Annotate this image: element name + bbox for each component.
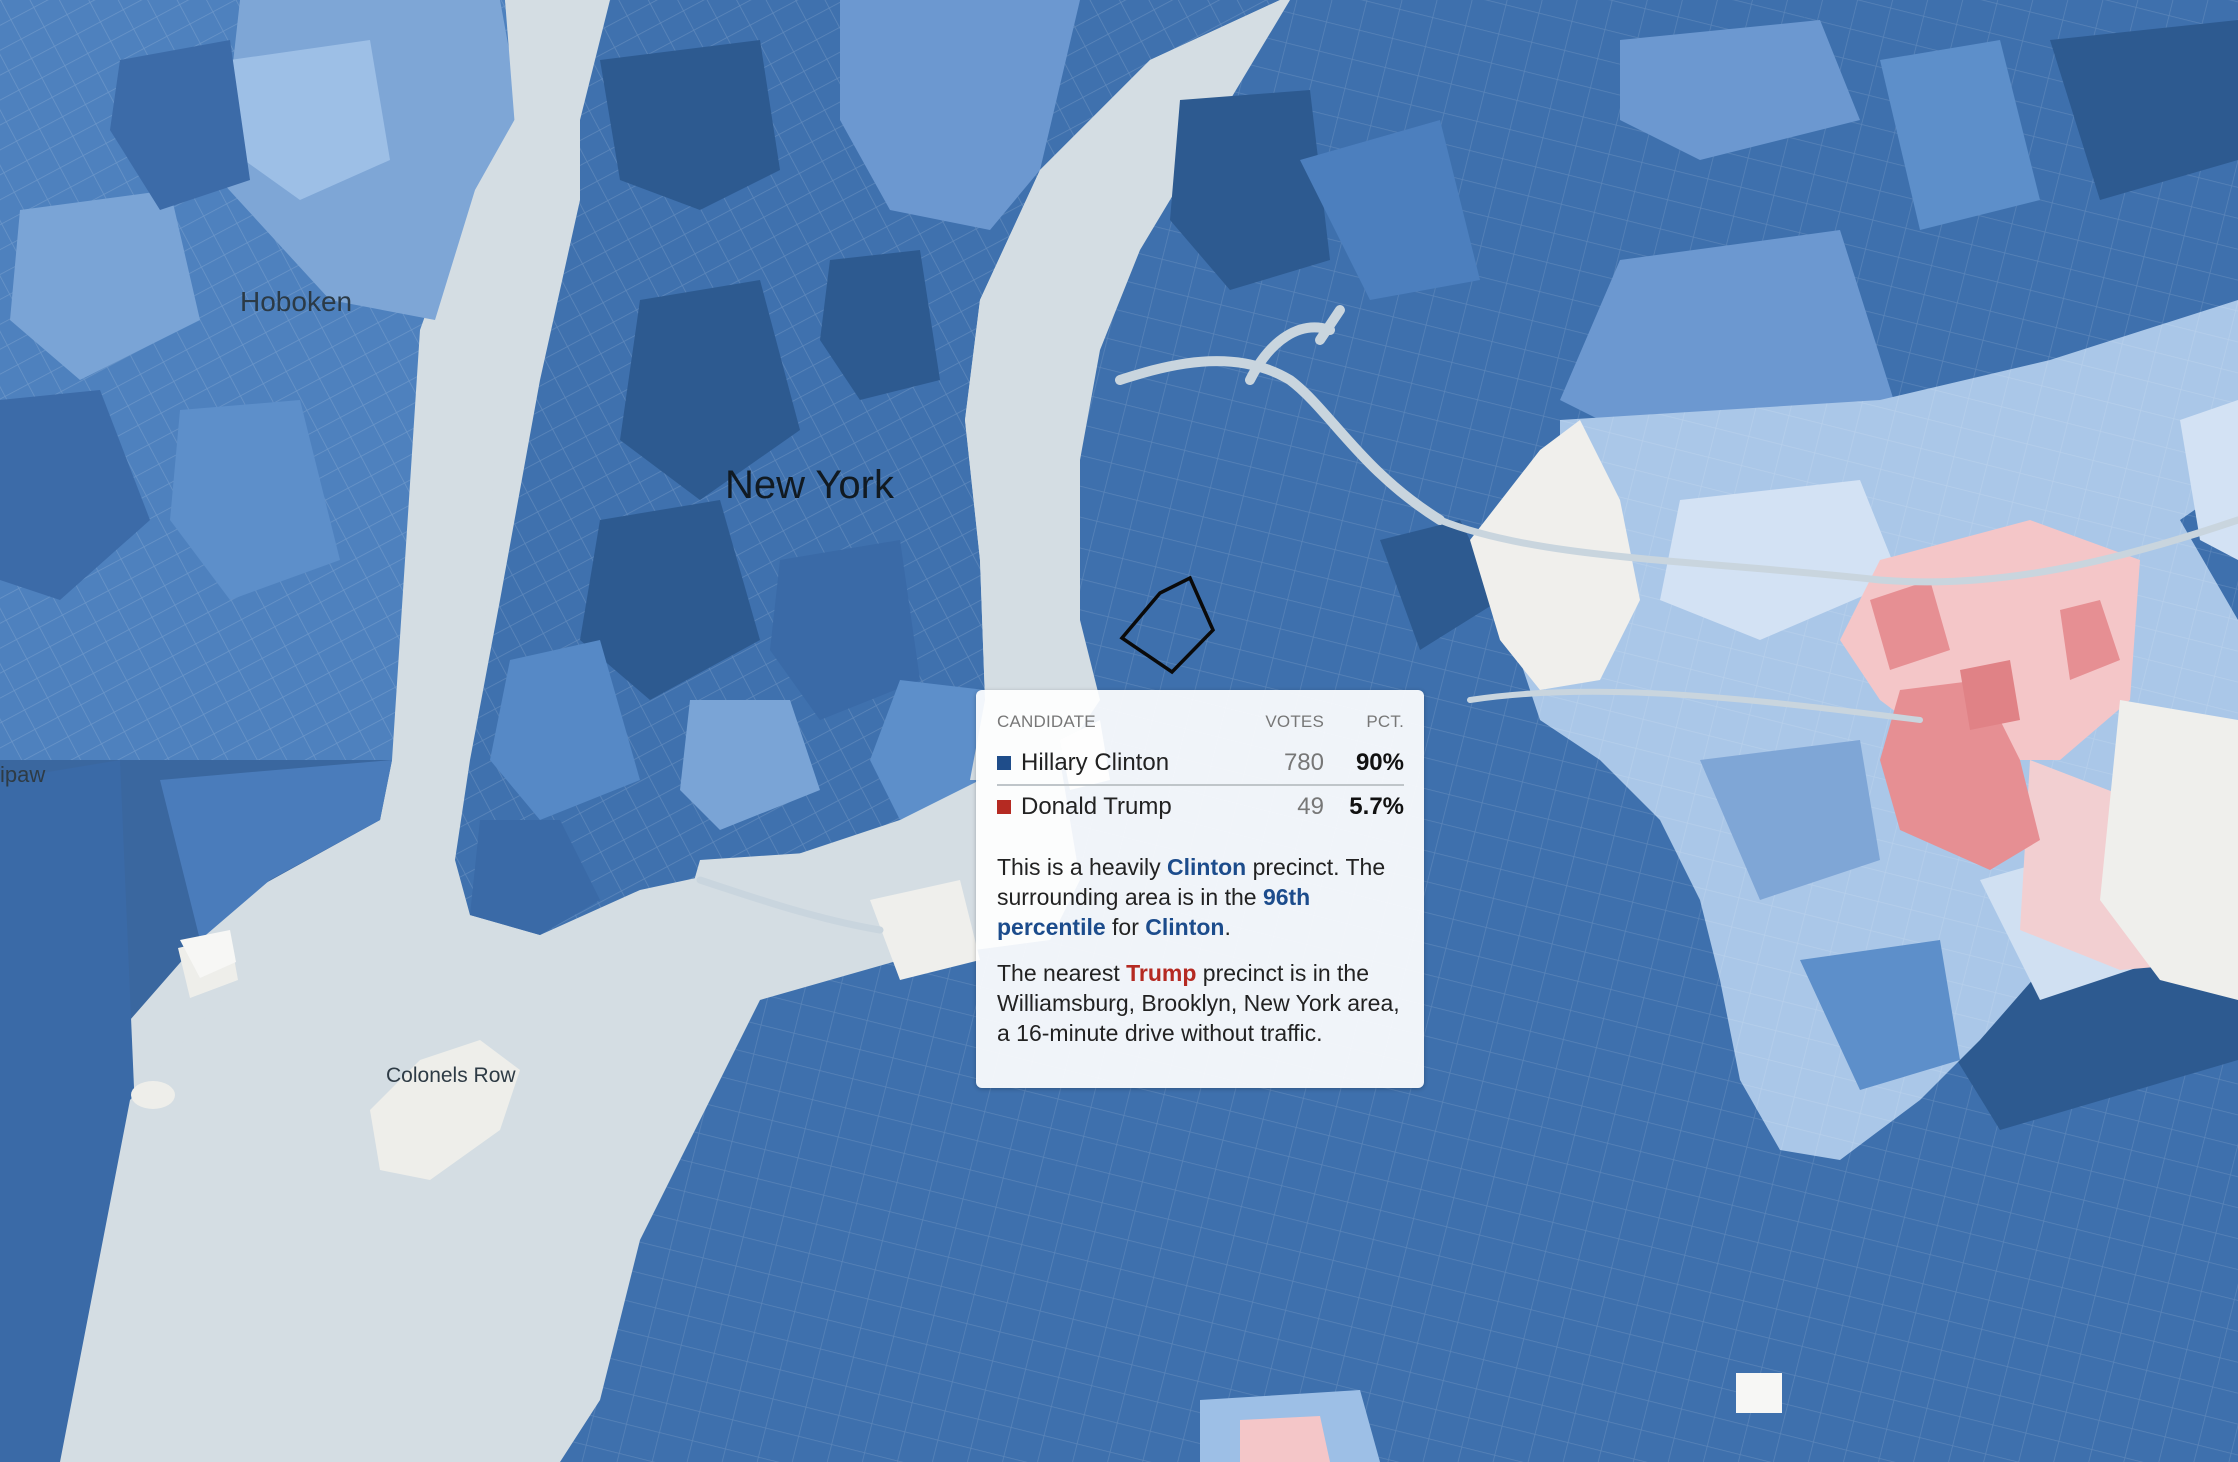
precinct-description: This is a heavily Clinton precinct. The … <box>997 852 1404 942</box>
candidate-name: Hillary Clinton <box>1021 749 1170 776</box>
liberty-island <box>131 1081 175 1109</box>
tooltip-header: CANDIDATE VOTES PCT. <box>997 712 1404 742</box>
place-label-hoboken: Hoboken <box>240 286 353 317</box>
highways <box>696 305 2238 934</box>
place-label-weehawken: ipaw <box>0 762 46 787</box>
desc-text: for <box>1105 914 1146 940</box>
desc-percentile: 96th percentile <box>997 884 1311 940</box>
desc-clinton: Clinton <box>1167 854 1247 880</box>
manhattan <box>455 0 1280 935</box>
candidate-votes: 49 <box>1297 793 1324 820</box>
candidate-pct: 90% <box>1355 749 1404 776</box>
place-label-colonels-row: Colonels Row <box>386 1064 516 1087</box>
candidate-row-trump: Donald Trump 49 5.7% <box>997 786 1404 828</box>
desc-text: The nearest <box>997 960 1127 986</box>
desc-text: precinct. The surrounding area is in the <box>997 854 1386 910</box>
place-label-new-york: New York <box>725 463 894 507</box>
header-votes: VOTES <box>1265 712 1324 731</box>
trump-swatch-icon <box>997 800 1011 814</box>
candidate-pct: 5.7% <box>1349 793 1404 820</box>
clinton-swatch-icon <box>997 756 1011 770</box>
candidate-row-clinton: Hillary Clinton 780 90% <box>997 742 1404 786</box>
no-data-areas <box>180 420 2238 1413</box>
candidate-name: Donald Trump <box>1021 793 1172 820</box>
new-jersey-land <box>0 0 520 1462</box>
nearest-precinct-description: The nearest Trump precinct is in the Wil… <box>997 958 1404 1048</box>
hudson-river <box>60 0 720 1462</box>
east-river <box>965 0 1280 720</box>
desc-trump: Trump <box>1126 960 1197 986</box>
governors-island <box>370 1040 520 1180</box>
desc-text: precinct is in the Williamsburg, Brookly… <box>997 960 1400 1046</box>
header-candidate: CANDIDATE <box>997 712 1096 731</box>
desc-clinton: Clinton <box>1145 914 1225 940</box>
candidate-votes: 780 <box>1283 749 1324 776</box>
desc-text: This is a heavily <box>997 854 1168 880</box>
precinct-tooltip: CANDIDATE VOTES PCT. Hillary Clinton 780… <box>976 690 1424 1088</box>
desc-text: . <box>1224 914 1231 940</box>
header-pct: PCT. <box>1366 712 1404 731</box>
light-precincts <box>1200 300 2238 1462</box>
selected-precinct[interactable] <box>1119 575 1216 675</box>
